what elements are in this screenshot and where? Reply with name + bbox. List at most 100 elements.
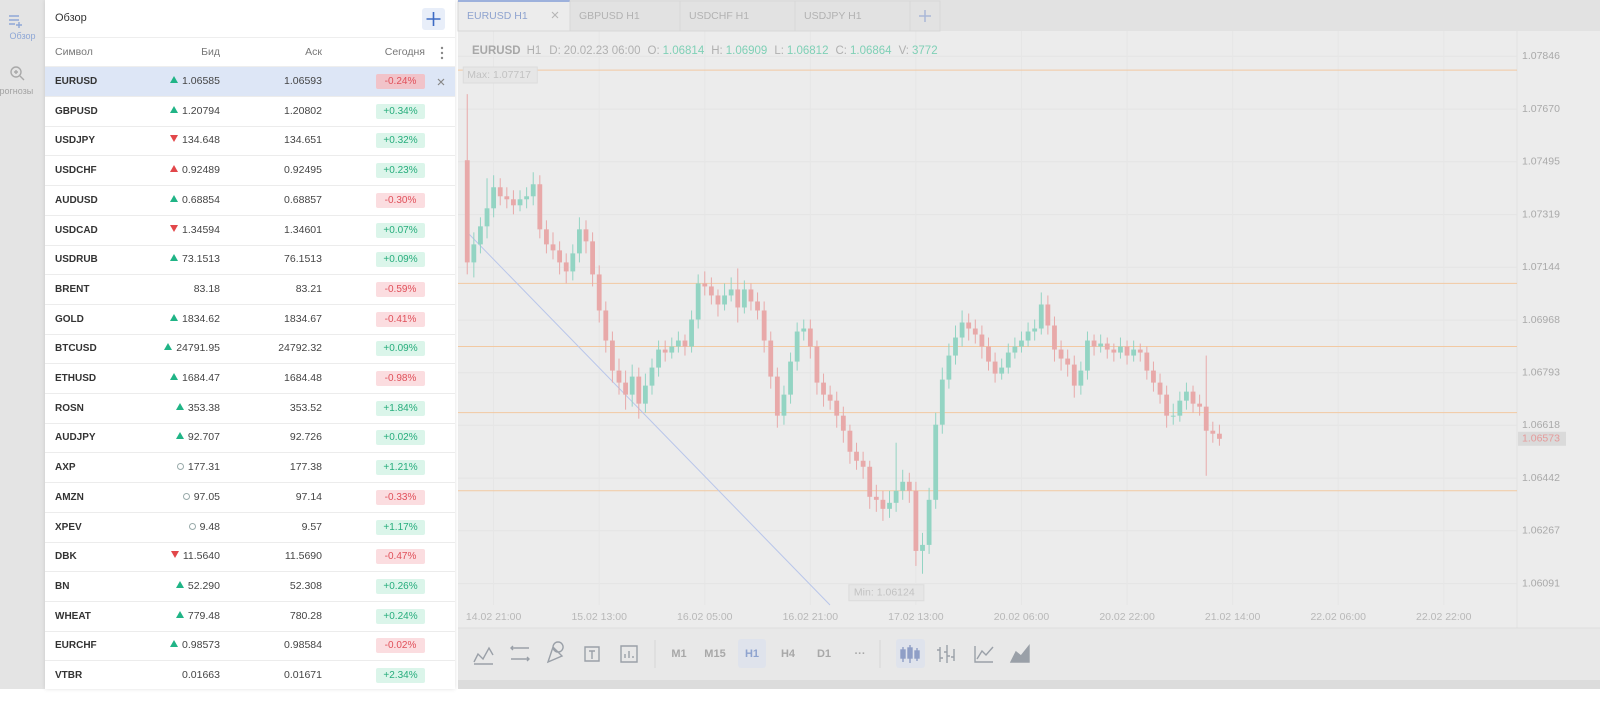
tab-label: EURUSD H1	[467, 10, 528, 22]
ask: 1684.48	[284, 372, 322, 384]
timeframe[interactable]: H1	[745, 648, 759, 660]
candle-body	[946, 355, 952, 380]
watchlist-row[interactable]: GOLD 1834.62 1834.67 -0.41%	[45, 305, 455, 335]
candle-body	[1170, 415, 1176, 417]
watchlist-row[interactable]: ETHUSD 1684.47 1684.48 -0.98%	[45, 364, 455, 394]
watchlist-row[interactable]: EURUSD 1.06585 1.06593 -0.24%	[45, 67, 455, 97]
sidebar-label[interactable]: Обзор	[9, 31, 36, 41]
change: +0.02%	[376, 430, 425, 446]
candle-body	[939, 379, 945, 425]
timeframe[interactable]: H4	[781, 648, 796, 660]
bid-cell: 73.1513	[170, 245, 220, 274]
forecast-icon[interactable]	[10, 66, 22, 78]
candle-body	[623, 382, 628, 395]
add-button[interactable]	[422, 8, 445, 30]
tool-shapes[interactable]	[546, 641, 564, 664]
overview-icon[interactable]	[9, 15, 22, 28]
trend-icon	[176, 463, 184, 471]
column-header[interactable]: Сегодня	[384, 46, 425, 58]
ask: 83.21	[295, 282, 322, 295]
watchlist-row[interactable]: USDCHF 0.92489 0.92495 +0.23%	[45, 156, 455, 187]
symbol: DBK	[55, 551, 77, 563]
bid: 24791.95	[176, 342, 220, 355]
bid: 353.38	[187, 401, 220, 414]
watchlist-row[interactable]: EURCHF 0.98573 0.98584 -0.02%	[45, 631, 455, 662]
watchlist-row[interactable]: USDRUB 73.1513 76.1513 +0.09%	[45, 245, 455, 276]
tab[interactable]	[457, 0, 571, 32]
candle-body	[741, 289, 747, 308]
sidebar-label[interactable]: Прогнозы	[0, 86, 34, 96]
candle-body	[662, 349, 668, 353]
watchlist-row[interactable]: USDJPY 134.648 134.651 +0.32%	[45, 126, 455, 157]
candle-body	[616, 370, 622, 383]
candle-body	[530, 184, 536, 197]
watchlist-row[interactable]: AXP 177.31 177.38 +1.21%	[45, 453, 455, 484]
max-value: 1.07717	[493, 69, 531, 81]
column-header[interactable]: Аск	[305, 46, 322, 58]
type-line[interactable]	[974, 646, 994, 663]
type-area[interactable]	[1009, 644, 1030, 663]
bid: 92.707	[187, 431, 220, 444]
candle-body	[504, 196, 510, 200]
bid-cell: 1684.47	[170, 364, 220, 393]
symbol: BN	[55, 580, 70, 592]
trend-icon	[170, 254, 179, 262]
watchlist-row[interactable]: XPEV 9.48 9.57 +1.17%	[45, 513, 455, 543]
symbol: EURUSD	[55, 76, 98, 87]
candle-body	[999, 367, 1005, 374]
watchlist-row[interactable]: AUDJPY 92.707 92.726 +0.02%	[45, 423, 455, 454]
column-header[interactable]: Бид	[201, 46, 220, 58]
timeframe[interactable]: D1	[817, 648, 831, 660]
watchlist-row[interactable]: BN 52.290 52.308 +0.26%	[45, 572, 455, 602]
watchlist-row[interactable]: DBK 11.5640 11.5690 -0.47%	[45, 542, 455, 573]
candle-body	[537, 184, 543, 230]
candle-body	[1104, 343, 1110, 350]
candle-body	[926, 499, 932, 545]
watchlist-row[interactable]: AMZN 97.05 97.14 -0.33%	[45, 483, 455, 513]
tab[interactable]	[569, 0, 681, 32]
type-bars[interactable]	[937, 645, 955, 663]
timeframe[interactable]: M15	[704, 648, 725, 660]
watchlist-row[interactable]: BRENT 83.18 83.21 -0.59%	[45, 275, 455, 305]
candle-body	[1151, 370, 1156, 383]
candle-body	[484, 208, 490, 227]
watchlist-row[interactable]: VTBR 0.01663 0.01671 +2.34%	[45, 661, 455, 689]
tool-text[interactable]	[584, 646, 600, 662]
symbol: GBPUSD	[55, 105, 98, 117]
candle-body	[1019, 340, 1024, 347]
candle-body	[748, 289, 754, 302]
timeframe[interactable]: ···	[855, 648, 866, 660]
bid: 134.648	[182, 134, 220, 147]
change: +2.34%	[376, 668, 425, 683]
tab[interactable]	[794, 0, 911, 32]
watchlist-row[interactable]: USDCAD 1.34594 1.34601 +0.07%	[45, 216, 455, 246]
watchlist-row[interactable]: BTCUSD 24791.95 24792.32 +0.09%	[45, 334, 455, 365]
tool-lines[interactable]	[510, 645, 530, 662]
watchlist-row[interactable]: ROSN 353.38 353.52 +1.84%	[45, 394, 455, 424]
symbol: EURCHF	[55, 640, 97, 652]
watchlist-row[interactable]: WHEAT 779.48 780.28 +0.24%	[45, 602, 455, 632]
tool-indicators[interactable]	[473, 646, 494, 665]
tool-chart[interactable]	[620, 645, 638, 663]
max-box	[462, 66, 538, 84]
watchlist-row[interactable]: GBPUSD 1.20794 1.20802 +0.34%	[45, 97, 455, 127]
symbol: USDJPY	[55, 135, 96, 147]
watchlist-row[interactable]: AUDUSD 0.68854 0.68857 -0.30%	[45, 186, 455, 216]
candle-body	[1065, 358, 1071, 365]
candle-body	[1203, 406, 1209, 431]
bid-cell: 353.38	[175, 394, 220, 423]
bid: 1.06585	[182, 75, 220, 87]
bid-cell: 97.05	[182, 483, 220, 512]
menu-icon[interactable]	[438, 46, 446, 60]
trend-icon	[182, 492, 190, 500]
tab-close[interactable]	[551, 11, 559, 19]
x-tick-label: 16.02 05:00	[677, 611, 733, 623]
change: +0.23%	[376, 163, 425, 179]
remove-button[interactable]	[436, 75, 446, 87]
chart-types	[900, 644, 1030, 663]
candle-body	[478, 226, 483, 245]
candle-body	[609, 340, 615, 371]
timeframe[interactable]: M1	[671, 648, 686, 660]
type-candles-body	[914, 650, 920, 659]
min-label-text: Min:	[854, 587, 874, 599]
